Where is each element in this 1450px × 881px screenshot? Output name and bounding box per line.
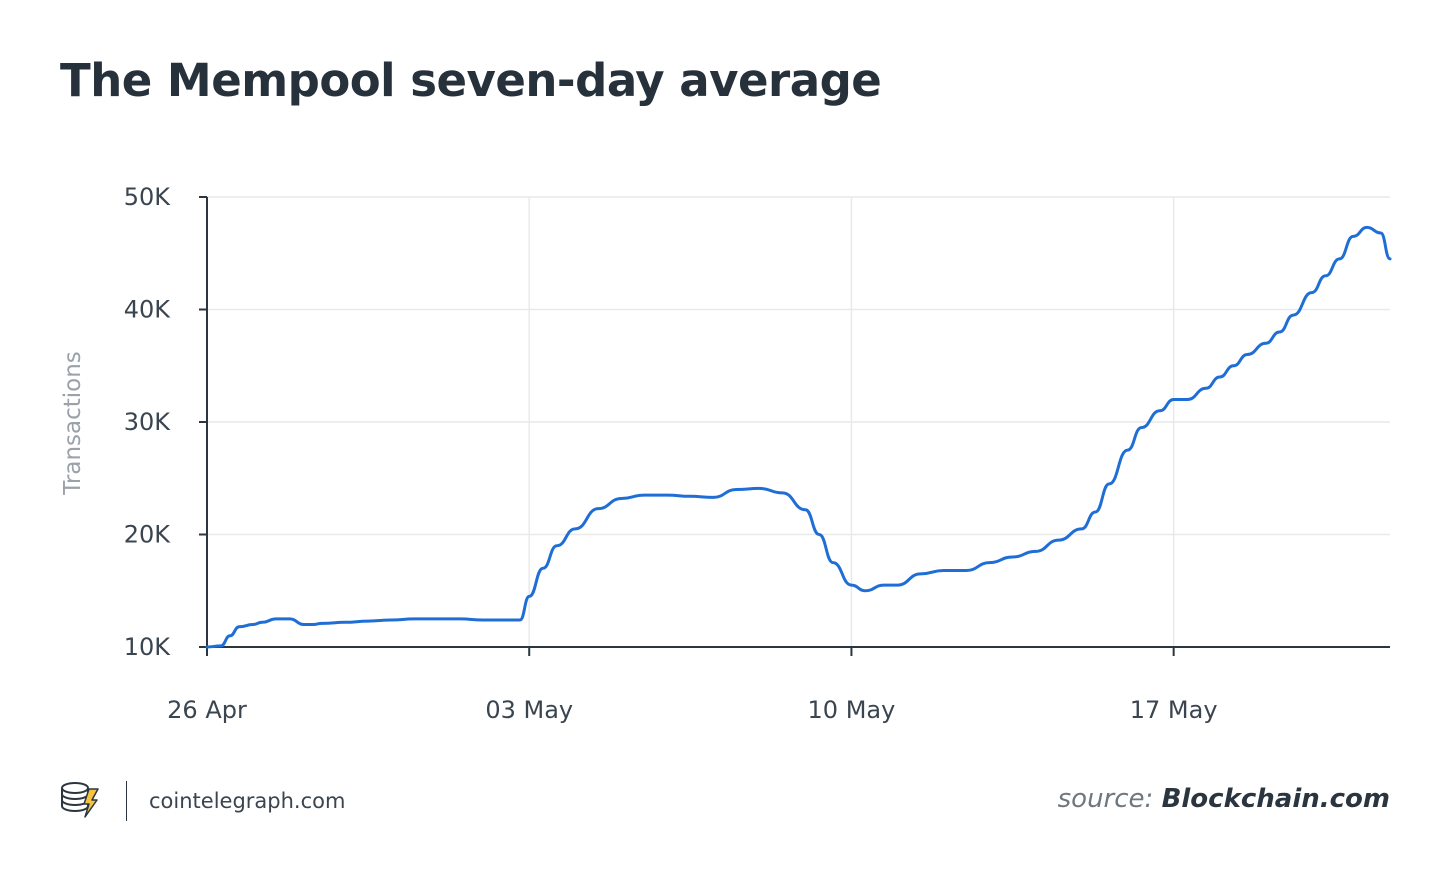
x-tick-label: 03 May <box>485 696 573 724</box>
source-credit: source: Blockchain.com <box>1058 784 1390 814</box>
series <box>205 225 1392 649</box>
y-tick-label: 30K <box>124 408 172 436</box>
source-name: Blockchain.com <box>1161 784 1390 814</box>
coin-stack-bolt-icon <box>58 779 102 823</box>
y-tick-label: 50K <box>124 183 172 211</box>
y-tick-label: 20K <box>124 521 172 549</box>
series-line <box>205 225 1392 649</box>
y-tick-label: 10K <box>124 633 172 661</box>
y-tick-label: 40K <box>124 296 172 324</box>
x-tick-label: 17 May <box>1130 696 1218 724</box>
grid-lines <box>207 196 1390 647</box>
brand-name: cointelegraph.com <box>149 789 346 813</box>
source-label: source: <box>1057 784 1154 814</box>
y-axis-label: Transactions <box>60 351 86 496</box>
x-tick-label: 26 Apr <box>167 696 247 724</box>
y-ticks: 10K 20K 30K 40K 50K <box>124 183 207 661</box>
x-ticks: 26 Apr 03 May 10 May 17 May <box>167 647 1218 724</box>
brand-footer: cointelegraph.com <box>58 780 345 822</box>
chart-title: The Mempool seven-day average <box>60 54 882 107</box>
brand-divider <box>126 781 127 821</box>
x-tick-label: 10 May <box>808 696 896 724</box>
